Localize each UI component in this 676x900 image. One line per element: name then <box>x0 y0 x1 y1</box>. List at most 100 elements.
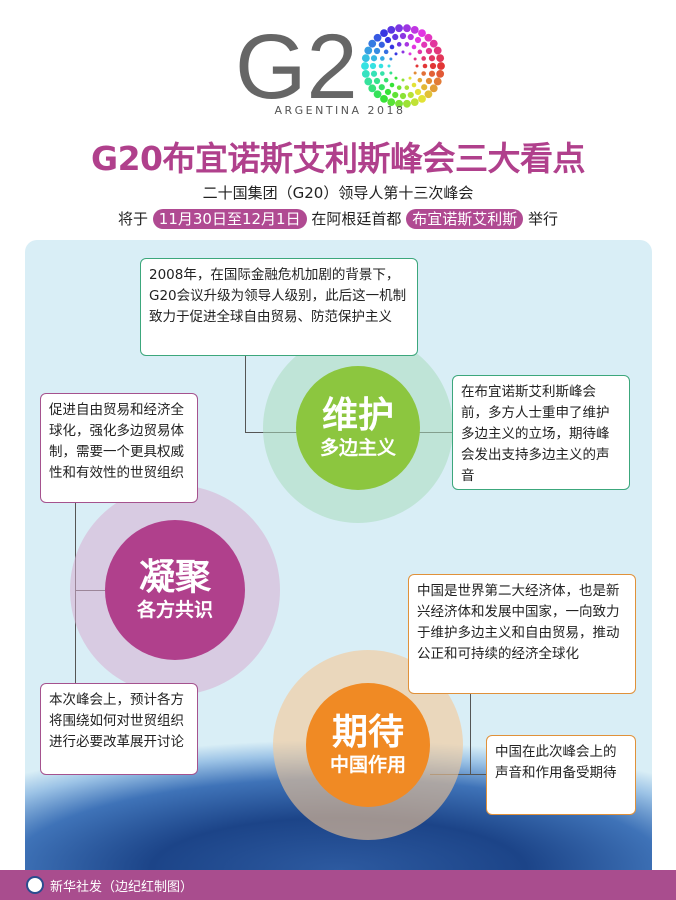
logo-dot <box>415 64 419 68</box>
logo-dot <box>421 71 426 76</box>
logo-dot <box>396 85 402 90</box>
logo-dot <box>368 84 377 93</box>
info-box: 中国是世界第二大经济体，也是新兴经济体和发展中国家，一向致力于维护多边主义和自由… <box>408 574 636 694</box>
circle-consensus: 凝聚 各方共识 <box>105 520 245 660</box>
logo-dot <box>410 25 419 34</box>
logo-dot <box>361 62 369 70</box>
circle-title: 期待 <box>331 712 404 753</box>
logo-dot <box>417 77 423 83</box>
logo-dot <box>387 25 396 34</box>
logo-dot <box>373 77 381 85</box>
logo-dot <box>404 85 410 90</box>
logo-dot <box>399 92 407 100</box>
logo-dot <box>425 47 433 55</box>
logo-dot <box>421 84 428 91</box>
logo-dot <box>361 70 370 78</box>
page-title: G20布宜诺斯艾利斯峰会三大看点 <box>90 139 586 178</box>
logo-dot <box>401 50 405 54</box>
logo-dot <box>437 62 445 70</box>
logo-dot <box>418 29 426 37</box>
logo-dot <box>392 91 399 99</box>
circle-multilateralism: 维护 多边主义 <box>296 366 420 490</box>
subtitle-middle: 在阿根廷首都 <box>311 210 402 228</box>
info-box: 2008年，在国际金融危机加剧的背景下，G20会议升级为领导人级别，此后这一机制… <box>140 258 418 356</box>
logo-dot <box>396 42 402 47</box>
g20-logo: G2 <box>235 18 445 108</box>
logo-dot <box>404 42 410 47</box>
logo-dot <box>421 41 428 48</box>
logo-dot <box>408 76 412 80</box>
logo-dot <box>428 55 436 62</box>
logo-dot <box>422 63 428 69</box>
connector <box>470 694 471 774</box>
logo-dot <box>368 39 377 48</box>
logo-dot <box>373 33 382 42</box>
logo-dot <box>411 82 417 88</box>
logo-dot <box>414 88 422 96</box>
logo-dot <box>389 71 393 75</box>
logo-dot <box>429 62 437 70</box>
logo-dot <box>380 56 385 61</box>
circle-title: 维护 <box>321 395 394 436</box>
logo-dot <box>408 52 412 56</box>
logo-dot <box>395 24 403 33</box>
logo-dot <box>364 46 373 55</box>
logo-dot <box>394 76 398 80</box>
subtitle-prefix: 将于 <box>118 210 149 228</box>
circle-subtitle: 中国作用 <box>329 754 406 776</box>
logo-dot <box>401 78 405 82</box>
logo-dot <box>399 32 407 40</box>
logo-subtitle: ARGENTINA 2018 <box>274 104 406 117</box>
circle-subtitle: 各方共识 <box>136 599 213 621</box>
circle-china-role: 期待 中国作用 <box>306 683 430 807</box>
logo-dot <box>378 41 385 48</box>
logo-dot <box>403 24 411 33</box>
logo-sun-dots <box>361 24 445 108</box>
info-box: 本次峰会上，预计各方将围绕如何对世贸组织进行必要改革展开讨论 <box>40 683 198 775</box>
circle-title: 凝聚 <box>138 557 211 598</box>
logo-dot <box>378 63 384 69</box>
circle-subtitle: 多边主义 <box>319 437 396 459</box>
logo-dot <box>369 62 377 70</box>
logo-dot <box>410 98 419 107</box>
logo-dot <box>407 91 414 99</box>
logo-dot <box>429 84 438 93</box>
logo-dot <box>407 33 414 41</box>
subtitle-line2: 将于 11月30日至12月1日 在阿根廷首都 布宜诺斯艾利斯 举行 <box>0 208 676 229</box>
logo-dot <box>425 77 433 85</box>
logo-dot <box>389 57 393 61</box>
logo-dot <box>387 98 396 107</box>
logo-dot <box>383 49 389 55</box>
logo-dot <box>380 29 388 37</box>
logo-dot <box>361 54 370 62</box>
logo-dot <box>370 55 378 62</box>
logo-dot <box>384 88 392 96</box>
logo-dot <box>394 52 398 56</box>
logo-dot <box>380 95 388 103</box>
city-badge: 布宜诺斯艾利斯 <box>406 209 524 229</box>
logo-dot <box>373 47 381 55</box>
logo-dot <box>370 70 378 77</box>
logo-dot <box>403 99 411 108</box>
subtitle-suffix: 举行 <box>527 210 558 228</box>
logo-dot <box>417 49 423 55</box>
logo-dot <box>413 71 417 75</box>
date-badge: 11月30日至12月1日 <box>152 209 307 229</box>
logo-dot <box>436 54 445 62</box>
logo-dot <box>389 44 395 50</box>
logo-dot <box>414 36 422 44</box>
logo-dot <box>433 77 442 86</box>
logo-dot <box>433 46 442 55</box>
logo-dot <box>429 39 438 48</box>
logo-dot <box>424 33 433 42</box>
logo-dot <box>384 36 392 44</box>
logo-dot <box>364 77 373 86</box>
logo-dot <box>380 71 385 76</box>
connector <box>245 356 246 432</box>
logo-dot <box>387 64 391 68</box>
logo-text: G2 <box>235 18 358 108</box>
info-box: 促进自由贸易和经济全球化，强化多边贸易体制，需要一个更具权威性和有效性的世贸组织 <box>40 393 198 503</box>
footer-credit: 新华社发（边纪红制图） <box>50 879 194 895</box>
logo-dot <box>424 90 433 99</box>
xinhua-logo-icon <box>26 876 44 894</box>
